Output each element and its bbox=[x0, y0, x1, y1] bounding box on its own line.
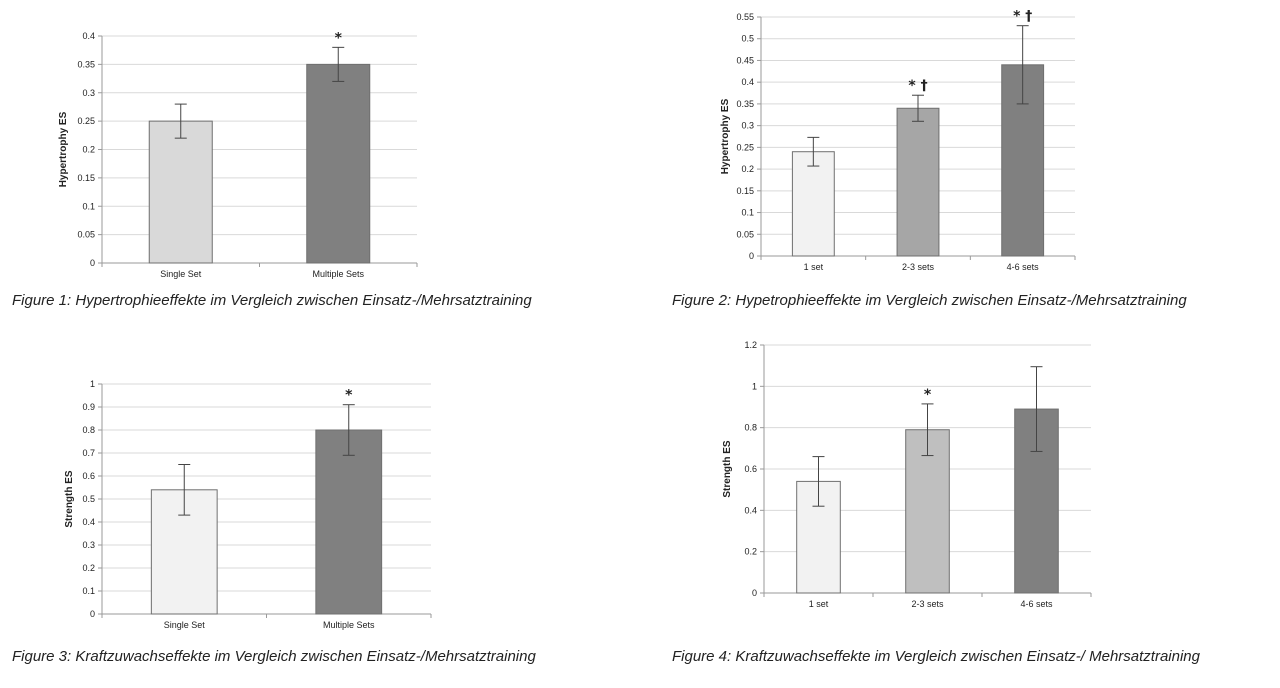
y-tick-label: 1 bbox=[752, 381, 757, 391]
y-tick-label: 0 bbox=[752, 588, 757, 598]
y-tick-label: 0.8 bbox=[82, 425, 95, 435]
y-axis-title: Strength ES bbox=[64, 470, 75, 528]
category-label: 1 set bbox=[804, 262, 824, 272]
y-tick-label: 0.05 bbox=[77, 230, 95, 240]
category-label: Single Set bbox=[164, 620, 206, 630]
category-label: Multiple Sets bbox=[312, 269, 364, 279]
y-tick-label: 1 bbox=[90, 379, 95, 389]
chart-panel-2: 0 0.05 0.1 0.15 0.2 0.25 0.3 0.35 0.4 0.45 0.5 0.55… bbox=[640, 0, 1280, 344]
y-tick-label: 0.4 bbox=[741, 77, 754, 87]
bar-chart-1: 0 0.05 0.1 0.15 0.2 0.25 0.3 0.35 0.4 Single Set *… bbox=[58, 30, 418, 279]
y-tick-label: 0.1 bbox=[82, 586, 95, 596]
bar bbox=[905, 429, 950, 594]
bar bbox=[1014, 408, 1059, 594]
y-tick-label: 0 bbox=[90, 258, 95, 268]
y-tick-label: 0.55 bbox=[736, 12, 754, 22]
figure-caption-4: Figure 4: Kraftzuwachseffekte im Verglei… bbox=[672, 648, 1200, 665]
y-tick-label: 0.45 bbox=[736, 55, 754, 65]
y-tick-label: 0.3 bbox=[741, 121, 754, 131]
chart-panel-1: 0 0.05 0.1 0.15 0.2 0.25 0.3 0.35 0.4 Single Set *… bbox=[0, 0, 640, 344]
y-tick-label: 0.4 bbox=[82, 31, 95, 41]
y-tick-label: 0.3 bbox=[82, 540, 95, 550]
significance-mark: * bbox=[924, 387, 932, 403]
y-tick-label: 0.1 bbox=[82, 201, 95, 211]
y-tick-label: 0.8 bbox=[744, 423, 757, 433]
bar-chart-3: 0 0.1 0.2 0.3 0.4 0.5 0.6 0.7 0.8 0.9 1 Single Set *… bbox=[64, 379, 432, 630]
y-tick-label: 0.5 bbox=[741, 34, 754, 44]
y-tick-label: 0.6 bbox=[82, 471, 95, 481]
chart-panel-4: 0 0.2 0.4 0.6 0.8 1 1.2 1 set * 2-3 sets 4-6 sets S… bbox=[640, 340, 1280, 688]
y-axis-title: Hypertrophy ES bbox=[720, 98, 731, 174]
y-axis-title: Hypertrophy ES bbox=[58, 111, 69, 187]
y-tick-label: 0 bbox=[90, 609, 95, 619]
category-label: Single Set bbox=[160, 269, 202, 279]
bar-chart-2: 0 0.05 0.1 0.15 0.2 0.25 0.3 0.35 0.4 0.45 0.5 0.55… bbox=[720, 9, 1076, 272]
y-tick-label: 0.15 bbox=[736, 186, 754, 196]
category-label: 1 set bbox=[809, 599, 829, 609]
y-tick-label: 0.25 bbox=[77, 116, 95, 126]
y-tick-label: 0.2 bbox=[82, 563, 95, 573]
y-tick-label: 0.4 bbox=[82, 517, 95, 527]
significance-mark: * † bbox=[1013, 9, 1032, 25]
figure-caption-3: Figure 3: Kraftzuwachseffekte im Verglei… bbox=[12, 648, 536, 665]
bar bbox=[306, 63, 371, 264]
y-tick-label: 0.2 bbox=[82, 145, 95, 155]
category-label: 4-6 sets bbox=[1020, 599, 1053, 609]
figure-caption-1: Figure 1: Hypertrophieeffekte im Verglei… bbox=[12, 292, 532, 309]
significance-mark: * bbox=[345, 388, 353, 404]
category-label: 2-3 sets bbox=[902, 262, 935, 272]
y-tick-label: 0.2 bbox=[741, 164, 754, 174]
y-tick-label: 0.25 bbox=[736, 142, 754, 152]
y-tick-label: 0.9 bbox=[82, 402, 95, 412]
bar-chart-4: 0 0.2 0.4 0.6 0.8 1 1.2 1 set * 2-3 sets 4-6 sets S… bbox=[722, 340, 1092, 609]
y-tick-label: 1.2 bbox=[744, 340, 757, 350]
bar bbox=[896, 107, 940, 257]
category-label: 2-3 sets bbox=[911, 599, 944, 609]
significance-mark: * † bbox=[908, 78, 927, 94]
y-tick-label: 0.1 bbox=[741, 208, 754, 218]
y-tick-label: 0.6 bbox=[744, 464, 757, 474]
category-label: 4-6 sets bbox=[1007, 262, 1040, 272]
significance-mark: * bbox=[335, 30, 343, 46]
figure-caption-2: Figure 2: Hypetrophieeffekte im Vergleic… bbox=[672, 292, 1187, 309]
bar bbox=[148, 120, 213, 264]
y-tick-label: 0.4 bbox=[744, 505, 757, 515]
y-tick-label: 0.35 bbox=[77, 59, 95, 69]
y-tick-label: 0.2 bbox=[744, 547, 757, 557]
category-label: Multiple Sets bbox=[323, 620, 375, 630]
y-tick-label: 0.05 bbox=[736, 229, 754, 239]
y-tick-label: 0.5 bbox=[82, 494, 95, 504]
y-tick-label: 0.15 bbox=[77, 173, 95, 183]
y-tick-label: 0.7 bbox=[82, 448, 95, 458]
bar bbox=[315, 429, 383, 615]
y-tick-label: 0.3 bbox=[82, 88, 95, 98]
bar bbox=[791, 151, 835, 257]
y-axis-title: Strength ES bbox=[722, 440, 733, 498]
y-tick-label: 0 bbox=[749, 251, 754, 261]
y-tick-label: 0.35 bbox=[736, 99, 754, 109]
chart-panel-3: 0 0.1 0.2 0.3 0.4 0.5 0.6 0.7 0.8 0.9 1 Single Set *… bbox=[0, 344, 640, 688]
